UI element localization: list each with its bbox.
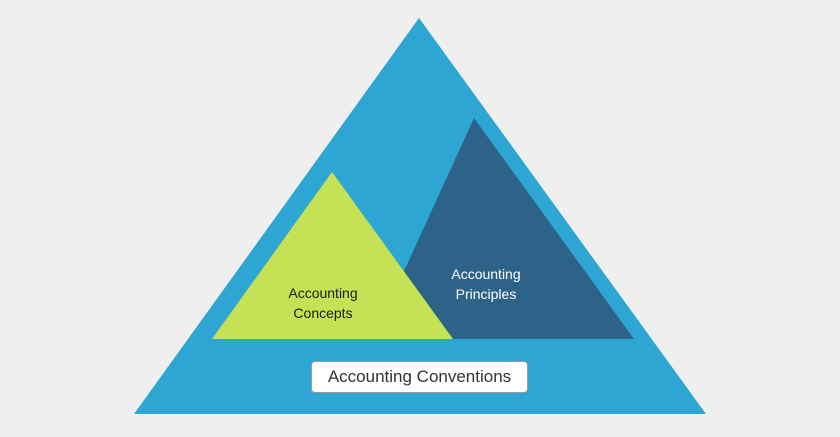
- concepts-label-line2: Concepts: [293, 305, 353, 321]
- concepts-label-line1: Accounting: [288, 285, 358, 301]
- principles-triangle: [373, 118, 634, 339]
- outer-triangle: [134, 18, 706, 414]
- principles-label: Accounting Principles: [425, 264, 547, 304]
- concepts-label: Accounting Concepts: [262, 283, 384, 323]
- conventions-label-box: Accounting Conventions: [311, 361, 528, 393]
- principles-label-line2: Principles: [455, 286, 517, 302]
- concepts-triangle: [212, 172, 453, 339]
- principles-label-line1: Accounting: [451, 266, 521, 282]
- conventions-label: Accounting Conventions: [327, 367, 512, 386]
